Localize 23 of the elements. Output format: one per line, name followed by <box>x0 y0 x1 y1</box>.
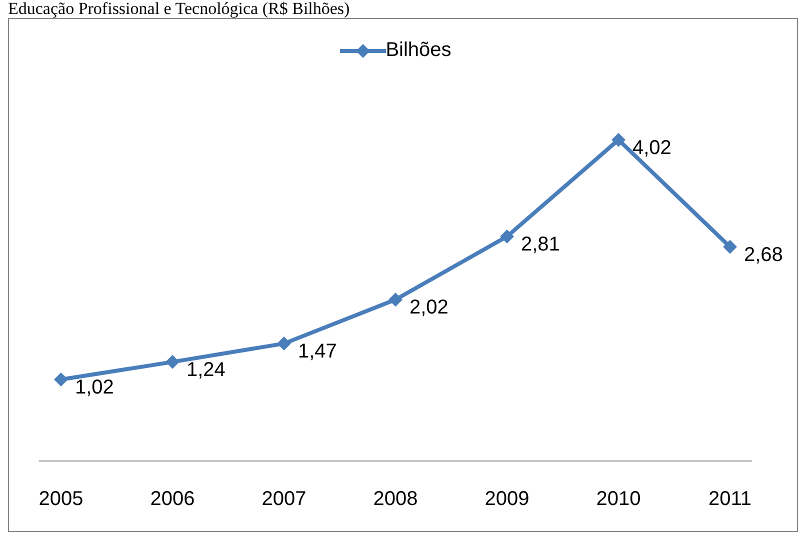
data-label: 4,02 <box>632 136 672 159</box>
x-tick-label: 2007 <box>262 488 306 510</box>
data-label: 2,02 <box>410 296 448 319</box>
point <box>388 292 402 307</box>
x-tick-label: 2011 <box>708 488 752 510</box>
point <box>166 354 180 369</box>
data-label: 1,47 <box>298 340 337 363</box>
data-label: 2,81 <box>521 233 560 256</box>
point <box>500 229 514 244</box>
data-label: 1,24 <box>186 358 226 381</box>
x-tick-label: 2010 <box>596 488 641 510</box>
data-label: 1,02 <box>75 376 114 399</box>
legend-label: Bilhões <box>384 39 452 62</box>
x-tick-label: 2006 <box>150 488 195 510</box>
data-label: 2,68 <box>744 244 783 266</box>
x-tick-label: 2009 <box>484 488 530 510</box>
x-tick-label: 2008 <box>373 488 418 510</box>
x-tick-label: 2005 <box>38 488 84 510</box>
point <box>54 372 68 387</box>
chart-title: Educação Profissional e Tecnológica (R$ Bilhões) <box>8 0 351 18</box>
point <box>723 240 737 254</box>
point <box>277 336 291 351</box>
point <box>612 132 626 147</box>
